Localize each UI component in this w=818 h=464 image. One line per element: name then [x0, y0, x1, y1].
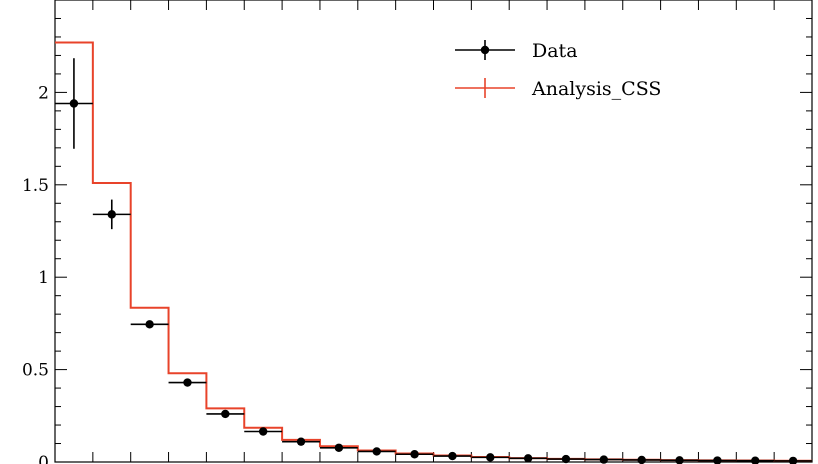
data-point-marker [561, 454, 571, 464]
legend: Data Analysis_CSS [455, 40, 661, 100]
data-point-marker [372, 447, 381, 456]
data-point [622, 455, 661, 464]
data-point-marker [221, 409, 230, 419]
data-point [736, 456, 775, 464]
legend-label-analysis-css: Analysis_CSS [531, 78, 661, 100]
series-data [55, 58, 812, 464]
data-point [92, 199, 131, 230]
data-point-marker [713, 456, 722, 464]
data-point-marker [410, 450, 419, 459]
data-point-marker [751, 456, 760, 464]
data-point [584, 455, 623, 464]
data-point [395, 450, 434, 459]
plot-frame [54, 0, 813, 463]
data-point [471, 453, 510, 462]
data-point-marker [788, 456, 798, 464]
data-point [244, 427, 283, 436]
legend-data-marker [480, 45, 490, 55]
data-point-marker [448, 451, 457, 461]
data-point [319, 443, 358, 452]
data-point-marker [334, 443, 344, 452]
data-point-marker [599, 455, 609, 464]
data-point-marker [675, 456, 684, 464]
data-point-marker [486, 453, 495, 462]
data-point-marker [69, 99, 79, 108]
data-point [698, 456, 737, 464]
data-point [55, 58, 93, 149]
data-point [433, 451, 472, 461]
y-tick-label: 2 [38, 83, 49, 103]
data-point-marker [523, 454, 533, 463]
data-point-marker [145, 320, 154, 329]
data-point [357, 447, 396, 456]
data-point [206, 409, 245, 419]
data-point-marker [296, 437, 306, 446]
data-point [774, 456, 812, 464]
data-point-marker [637, 455, 646, 464]
data-point-marker [258, 427, 268, 436]
data-point [509, 454, 548, 463]
analysis-css-step [55, 41, 812, 462]
y-tick-label: 0.5 [22, 361, 49, 381]
data-point [282, 437, 320, 446]
y-tick-label: 1 [38, 268, 49, 288]
data-point [168, 378, 207, 387]
data-point [547, 454, 585, 464]
series-analysis-css [55, 41, 812, 462]
x-axis [54, 0, 813, 462]
y-tick-label: 0 [38, 453, 49, 464]
y-tick-label: 1.5 [22, 176, 49, 196]
y-axis: 0 0.5 1 1.5 2 [22, 17, 812, 464]
legend-label-data: Data [532, 40, 578, 62]
data-point-marker [183, 378, 192, 387]
data-point [130, 320, 169, 329]
data-point-marker [107, 210, 116, 219]
data-point [660, 456, 699, 464]
